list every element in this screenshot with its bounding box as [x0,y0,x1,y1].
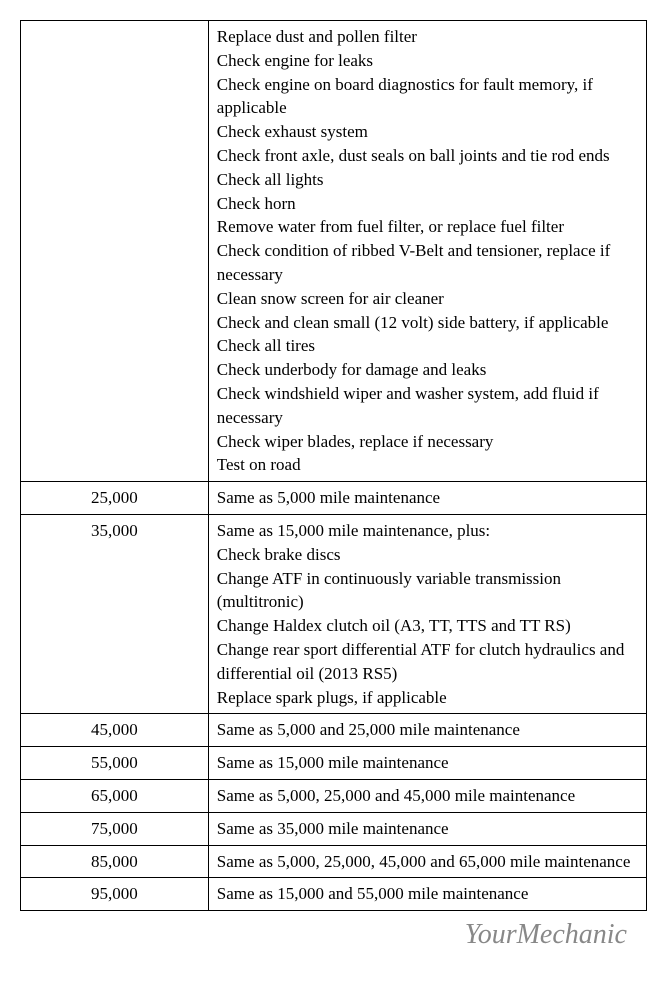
service-item: Same as 15,000 mile maintenance [217,751,638,775]
service-item: Change rear sport differential ATF for c… [217,638,638,686]
service-item: Same as 15,000 mile maintenance, plus: [217,519,638,543]
service-item: Check exhaust system [217,120,638,144]
service-item: Check horn [217,192,638,216]
service-item: Replace dust and pollen filter [217,25,638,49]
mileage-cell: 55,000 [21,747,209,780]
service-item: Remove water from fuel filter, or replac… [217,215,638,239]
mileage-cell: 25,000 [21,482,209,515]
service-item: Clean snow screen for air cleaner [217,287,638,311]
table-body: Replace dust and pollen filterCheck engi… [21,21,647,911]
service-item: Replace spark plugs, if applicable [217,686,638,710]
service-item: Change ATF in continuously variable tran… [217,567,638,615]
service-cell: Same as 35,000 mile maintenance [208,812,646,845]
table-row: 25,000 Same as 5,000 mile maintenance [21,482,647,515]
service-cell: Same as 5,000, 25,000 and 45,000 mile ma… [208,779,646,812]
service-item: Check condition of ribbed V-Belt and ten… [217,239,638,287]
service-item: Check underbody for damage and leaks [217,358,638,382]
service-cell: Same as 15,000 mile maintenance [208,747,646,780]
mileage-cell: 45,000 [21,714,209,747]
service-item: Test on road [217,453,638,477]
service-item: Check engine for leaks [217,49,638,73]
table-row: 65,000 Same as 5,000, 25,000 and 45,000 m… [21,779,647,812]
mileage-cell: 35,000 [21,514,209,713]
service-cell: Same as 15,000 and 55,000 mile maintenan… [208,878,646,911]
mileage-cell: 85,000 [21,845,209,878]
service-item: Same as 15,000 and 55,000 mile maintenan… [217,882,638,906]
service-item: Check and clean small (12 volt) side bat… [217,311,638,335]
table-row: 35,000Same as 15,000 mile maintenance, p… [21,514,647,713]
service-cell: Same as 15,000 mile maintenance, plus:Ch… [208,514,646,713]
table-row: 45,000 Same as 5,000 and 25,000 mile main… [21,714,647,747]
service-item: Check front axle, dust seals on ball joi… [217,144,638,168]
service-item: Same as 35,000 mile maintenance [217,817,638,841]
service-item: Check brake discs [217,543,638,567]
watermark-text: YourMechanic [465,919,627,950]
service-cell: Same as 5,000 and 25,000 mile maintenanc… [208,714,646,747]
service-cell: Replace dust and pollen filterCheck engi… [208,21,646,482]
table-row: Replace dust and pollen filterCheck engi… [21,21,647,482]
service-item: Same as 5,000 and 25,000 mile maintenanc… [217,718,638,742]
service-cell: Same as 5,000, 25,000, 45,000 and 65,000… [208,845,646,878]
service-item: Check all lights [217,168,638,192]
table-row: 75,000 Same as 35,000 mile maintenance [21,812,647,845]
table-row: 85,000 Same as 5,000, 25,000, 45,000 and … [21,845,647,878]
watermark-container: YourMechanic [20,919,647,951]
service-item: Check all tires [217,334,638,358]
mileage-cell [21,21,209,482]
mileage-cell: 95,000 [21,878,209,911]
service-item: Check wiper blades, replace if necessary [217,430,638,454]
maintenance-schedule-table: Replace dust and pollen filterCheck engi… [20,20,647,911]
mileage-cell: 65,000 [21,779,209,812]
service-item: Same as 5,000, 25,000, 45,000 and 65,000… [217,850,638,874]
service-item: Change Haldex clutch oil (A3, TT, TTS an… [217,614,638,638]
table-row: 95,000 Same as 15,000 and 55,000 mile mai… [21,878,647,911]
service-item: Check windshield wiper and washer system… [217,382,638,430]
service-item: Same as 5,000 mile maintenance [217,486,638,510]
service-item: Check engine on board diagnostics for fa… [217,73,638,121]
table-row: 55,000 Same as 15,000 mile maintenance [21,747,647,780]
mileage-cell: 75,000 [21,812,209,845]
service-item: Same as 5,000, 25,000 and 45,000 mile ma… [217,784,638,808]
service-cell: Same as 5,000 mile maintenance [208,482,646,515]
